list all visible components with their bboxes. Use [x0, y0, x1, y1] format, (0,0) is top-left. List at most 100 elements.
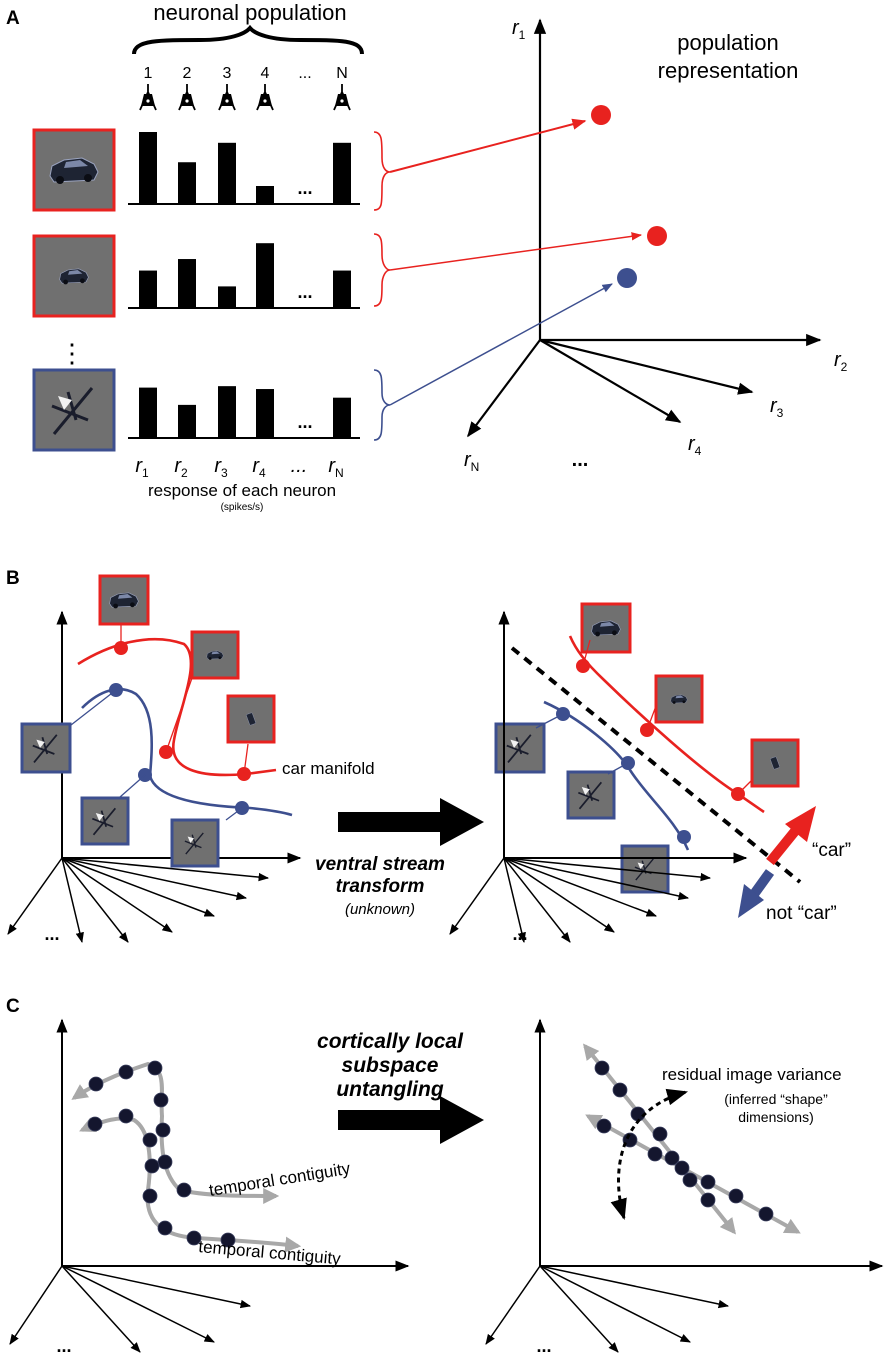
trajectory-dot [728, 1188, 744, 1204]
plane-icon [20, 722, 72, 774]
axis-label-r2: r2 [834, 349, 848, 374]
trajectory-dot [674, 1160, 690, 1176]
right-axes-c [485, 1018, 884, 1353]
point-plane [617, 268, 637, 288]
panel-c-label: C [6, 996, 20, 1017]
car-arrow [766, 806, 816, 866]
axis-label-rN: rN [464, 449, 479, 474]
trajectory-dot [700, 1192, 716, 1208]
brace-row-3 [373, 369, 391, 441]
trajectory-dot [142, 1132, 158, 1148]
bar-row: ... [32, 234, 360, 318]
neuron-icon [178, 84, 196, 111]
trajectory-dot [596, 1118, 612, 1134]
population-title: neuronal population [153, 0, 346, 25]
bar-rows: ......... [32, 128, 360, 452]
point-car-1 [591, 105, 611, 125]
response-bar [178, 259, 196, 308]
neuron-icon [218, 84, 236, 111]
response-bar [218, 142, 236, 204]
response-bar [256, 389, 274, 438]
trajectory-dot [176, 1182, 192, 1198]
response-bar [218, 286, 236, 308]
untangling-title-1: cortically local [317, 1030, 464, 1053]
response-label: ... [291, 455, 308, 477]
bar-ellipsis: ... [297, 282, 312, 302]
residual-label-2: (inferred “shape” [724, 1091, 828, 1107]
untangling-arrow [338, 1096, 484, 1144]
neuron-number: 2 [183, 65, 192, 82]
car-icon [98, 574, 150, 626]
left-axes-ellipsis: ... [44, 924, 59, 944]
brace-row-1 [373, 131, 391, 211]
trajectory-dot [147, 1060, 163, 1076]
point-car-2 [647, 226, 667, 246]
population-brace [132, 24, 364, 55]
right-axes-b [449, 610, 748, 944]
bar-row: ... [32, 368, 360, 452]
bar-row: ... [32, 128, 360, 212]
neuron-number: 4 [261, 65, 270, 82]
trajectory-dot [647, 1146, 663, 1162]
phone-icon [750, 738, 800, 788]
response-bar [139, 132, 157, 204]
response-bar [218, 386, 236, 438]
response-bar [256, 243, 274, 308]
car-manifold-label: car manifold [282, 759, 375, 778]
response-bar [139, 387, 157, 438]
bar-ellipsis: ... [297, 178, 312, 198]
trajectory-dot [118, 1108, 134, 1124]
response-label: rN [328, 455, 343, 480]
response-bar [333, 142, 351, 204]
trajectory-dot [157, 1220, 173, 1236]
representation-title-2: representation [658, 58, 799, 83]
car-manifold-right [568, 635, 765, 814]
response-caption-sub: (spikes/s) [221, 502, 264, 513]
car-icon [32, 128, 116, 212]
response-bar [333, 397, 351, 438]
transform-text-3: (unknown) [345, 901, 415, 918]
trajectory-dot [758, 1206, 774, 1222]
trajectory-dot [144, 1158, 160, 1174]
car-small-icon [32, 234, 116, 318]
residual-variance-arrow [610, 1088, 689, 1221]
response-bar [178, 162, 196, 204]
neuron-header: 1 2 3 4... N [139, 65, 351, 111]
axis-label-r3: r3 [770, 395, 784, 420]
untangled-dots [594, 1060, 774, 1222]
response-bar [178, 404, 196, 438]
car-small-icon [190, 630, 240, 680]
plane-icon [80, 796, 130, 846]
trajectory-dot [157, 1154, 173, 1170]
response-bar [256, 186, 274, 204]
left-axes-c [9, 1018, 410, 1353]
axis-r3 [539, 338, 754, 395]
trajectory-dot [700, 1174, 716, 1190]
trajectory-dot [682, 1172, 698, 1188]
bar-ellipsis: ... [297, 412, 312, 432]
neuron-number: 1 [144, 65, 153, 82]
response-labels: r1 r2 r3 r4... rN [135, 455, 343, 480]
arrow-row-2 [389, 232, 643, 271]
response-bar [139, 270, 157, 308]
arrow-row-3 [389, 283, 613, 406]
transform-text-2: transform [336, 876, 425, 897]
residual-label-3: dimensions) [738, 1109, 813, 1125]
trajectory-dot [186, 1230, 202, 1246]
trajectory-dot [594, 1060, 610, 1076]
plane-small-icon [170, 818, 220, 868]
trajectory-dot [118, 1064, 134, 1080]
trajectory-dot [612, 1082, 628, 1098]
car-small-icon [654, 674, 704, 724]
panel-a-label: A [6, 8, 20, 29]
neuron-number: 3 [223, 65, 232, 82]
car-manifold-left [77, 637, 277, 777]
phone-icon [226, 694, 276, 744]
panel-b-label: B [6, 568, 20, 589]
axis-label-r1: r1 [512, 17, 526, 42]
notcar-label: not “car” [766, 903, 837, 924]
untangling-title-2: subspace [342, 1054, 439, 1077]
plane-icon [32, 368, 116, 452]
neuron-icon [333, 84, 351, 111]
